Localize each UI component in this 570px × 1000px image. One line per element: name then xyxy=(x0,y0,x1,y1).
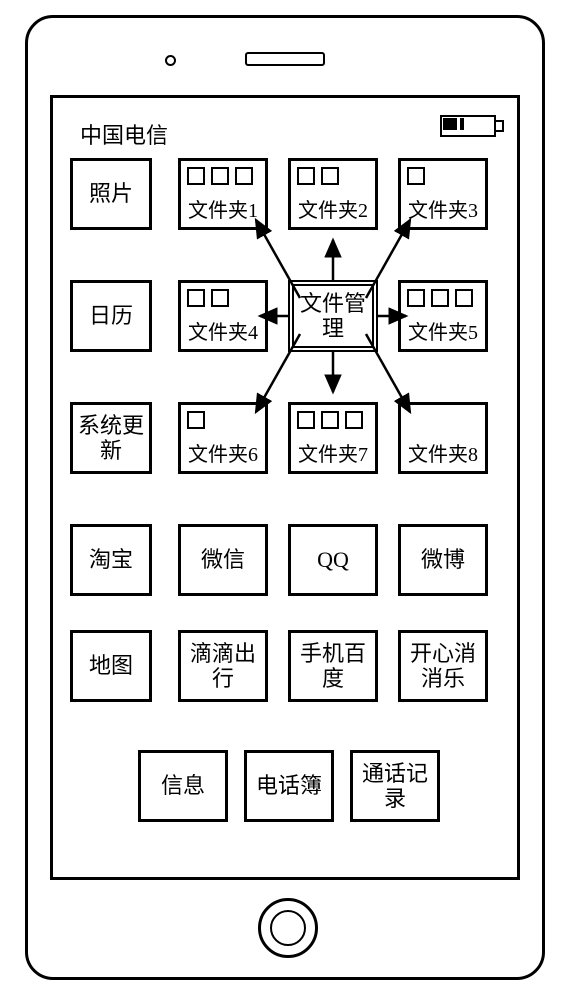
folder-box-5[interactable]: 文件夹5 xyxy=(398,280,488,352)
app-anipop[interactable]: 开心消 消乐 xyxy=(398,630,488,702)
folder-3[interactable]: 文件夹3 xyxy=(398,158,488,256)
folder-label: 文件夹6 xyxy=(185,438,261,467)
folder-mini-icon xyxy=(431,289,449,307)
app-qq[interactable]: QQ xyxy=(288,524,378,596)
folder-1[interactable]: 文件夹1 xyxy=(178,158,268,256)
home-button-inner xyxy=(270,910,306,946)
folder-box-4[interactable]: 文件夹4 xyxy=(178,280,268,352)
folder-7[interactable]: 文件夹7 xyxy=(288,402,378,500)
folder-4[interactable]: 文件夹4 xyxy=(178,280,268,378)
folder-box-6[interactable]: 文件夹6 xyxy=(178,402,268,474)
folder-box-3[interactable]: 文件夹3 xyxy=(398,158,488,230)
folder-label: 文件夹7 xyxy=(295,438,371,467)
folder-mini-icon xyxy=(321,167,339,185)
dock-call-log[interactable]: 通话记 录 xyxy=(350,750,440,822)
folder-mini-icon xyxy=(235,167,253,185)
dock-messages[interactable]: 信息 xyxy=(138,750,228,822)
speaker-bar xyxy=(245,52,325,66)
folder-6[interactable]: 文件夹6 xyxy=(178,402,268,500)
folder-mini-icon xyxy=(187,167,205,185)
folder-mini-icon xyxy=(211,289,229,307)
folder-8[interactable]: 文件夹8 xyxy=(398,402,488,500)
speaker-dot xyxy=(165,55,176,66)
app-photos[interactable]: 照片 xyxy=(70,158,152,230)
folder-mini-icon xyxy=(187,289,205,307)
dock-contacts[interactable]: 电话簿 xyxy=(244,750,334,822)
folder-box-2[interactable]: 文件夹2 xyxy=(288,158,378,230)
folder-mini-icon xyxy=(345,411,363,429)
folder-box-8[interactable]: 文件夹8 xyxy=(398,402,488,474)
folder-label: 文件夹8 xyxy=(405,438,481,467)
folder-mini-icon xyxy=(407,167,425,185)
folder-mini-icon xyxy=(455,289,473,307)
folder-mini-icon xyxy=(407,289,425,307)
battery-icon xyxy=(440,115,504,137)
folder-label: 文件夹1 xyxy=(185,194,261,223)
carrier-label: 中国电信 xyxy=(80,118,168,150)
app-calendar[interactable]: 日历 xyxy=(70,280,152,352)
app-system-update[interactable]: 系统更 新 xyxy=(70,402,152,474)
app-maps[interactable]: 地图 xyxy=(70,630,152,702)
folder-mini-icon xyxy=(297,167,315,185)
app-baidu[interactable]: 手机百 度 xyxy=(288,630,378,702)
folder-5[interactable]: 文件夹5 xyxy=(398,280,488,378)
folder-mini-icon xyxy=(187,411,205,429)
folder-box-7[interactable]: 文件夹7 xyxy=(288,402,378,474)
folder-mini-icon xyxy=(211,167,229,185)
app-wechat[interactable]: 微信 xyxy=(178,524,268,596)
folder-label: 文件夹4 xyxy=(185,316,261,345)
folder-label: 文件夹3 xyxy=(405,194,481,223)
folder-box-1[interactable]: 文件夹1 xyxy=(178,158,268,230)
folder-mini-icon xyxy=(321,411,339,429)
app-weibo[interactable]: 微博 xyxy=(398,524,488,596)
folder-mini-icon xyxy=(297,411,315,429)
folder-label: 文件夹5 xyxy=(405,316,481,345)
folder-2[interactable]: 文件夹2 xyxy=(288,158,378,256)
app-didi[interactable]: 滴滴出 行 xyxy=(178,630,268,702)
app-taobao[interactable]: 淘宝 xyxy=(70,524,152,596)
app-file-manager[interactable]: 文件管 理 xyxy=(288,280,378,352)
folder-label: 文件夹2 xyxy=(295,194,371,223)
